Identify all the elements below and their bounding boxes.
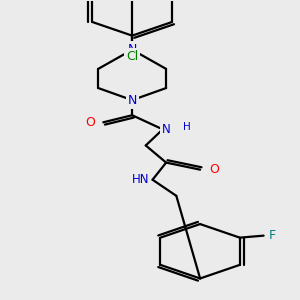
Text: H: H (183, 122, 190, 132)
Text: O: O (85, 116, 94, 129)
Text: O: O (209, 163, 219, 176)
Text: HN: HN (132, 173, 149, 186)
Text: N: N (128, 43, 137, 56)
Text: F: F (268, 229, 276, 242)
Text: Cl: Cl (126, 50, 138, 63)
Text: N: N (128, 94, 137, 106)
Text: N: N (162, 123, 170, 136)
